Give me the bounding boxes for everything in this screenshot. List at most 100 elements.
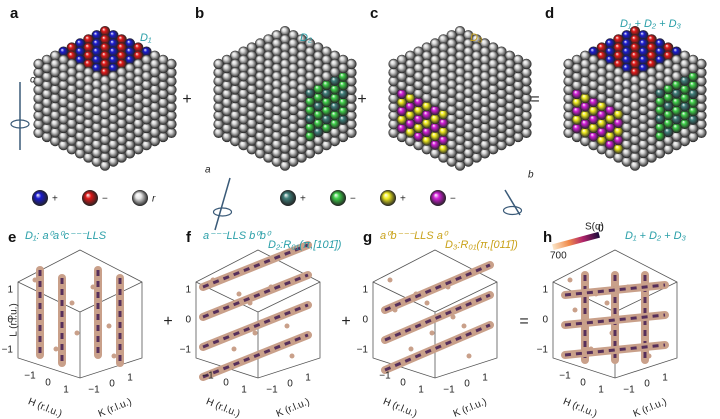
sphere [671,96,682,108]
sphere [613,83,624,94]
sphere [263,75,274,86]
sphere [313,118,324,129]
sphere [405,127,416,138]
sphere [346,58,357,70]
sphere [58,105,69,116]
k-axis-label: K (r.l.u.) [97,396,134,419]
sphere [304,38,316,49]
sphere [279,42,291,53]
sphere [329,58,340,70]
k-tick: −1 [266,385,278,396]
h-axis-label: H (r.l.u.) [561,396,598,419]
sphere [504,135,515,147]
sphere [396,88,408,100]
rod-core [202,273,309,319]
rod-core [384,263,491,312]
sphere [271,121,282,133]
sphere [496,62,507,74]
sphere [654,113,666,125]
sphere [613,143,624,154]
sphere [329,92,340,104]
sphere [74,96,86,107]
sphere [471,126,482,137]
panel-letter: a [10,5,19,22]
sphere [571,71,583,82]
sphere [613,152,624,163]
sphere [488,101,499,112]
sphere [321,71,332,82]
sphere [41,62,53,74]
h-tick: 1 [63,385,69,396]
sphere [124,122,136,133]
sphere [396,71,408,82]
sphere [563,93,574,104]
h-tick: 0 [580,378,586,389]
sphere [613,126,624,137]
sphere [254,96,266,107]
sphere [446,96,457,107]
sphere [621,62,632,74]
sphere [629,83,641,94]
sphere [246,75,257,86]
sphere [99,143,111,154]
sphere [446,139,457,150]
sphere [124,62,136,74]
sphere [654,71,666,82]
sphere [99,34,111,45]
sphere [91,54,102,66]
sphere [438,75,449,86]
sphere [629,108,641,120]
sphere [471,143,482,154]
sphere [446,147,457,159]
sphere [621,54,632,66]
panel-letter: e [8,229,16,246]
sphere [421,58,432,70]
sphere [496,79,507,91]
sphere [687,123,699,134]
sphere [41,114,53,125]
peak [74,330,80,336]
sphere [405,58,416,70]
sphere [91,38,102,49]
sphere [663,67,674,78]
sphere [108,46,119,57]
sphere [679,101,690,112]
peak [106,323,112,329]
sphere [521,110,532,121]
sphere [133,109,144,121]
sphere [141,96,152,108]
sphere [149,110,160,121]
sphere [413,96,424,108]
sphere [604,79,616,90]
sphere [588,122,599,134]
sphere [413,114,424,125]
sphere [571,105,583,117]
sphere [33,127,44,138]
sphere [471,58,482,70]
sphere [321,122,332,134]
sphere [396,123,408,134]
sphere [288,130,299,141]
sphere [663,144,674,155]
sphere [337,62,349,74]
panel-letter: f [186,229,192,246]
sphere [604,38,616,49]
sphere [396,62,408,74]
sphere [638,96,649,107]
sphere [654,38,666,49]
sphere [521,67,532,78]
sphere [83,135,94,146]
sphere [321,114,332,125]
sphere [463,130,474,141]
sphere [263,143,274,154]
z-tick: 1 [7,285,13,296]
sphere [504,127,515,138]
sphere [221,131,233,143]
sphere [512,88,524,100]
sphere [41,71,53,82]
sphere [646,92,657,103]
sphere [304,87,316,99]
sphere [99,117,111,128]
sphere [663,75,674,86]
